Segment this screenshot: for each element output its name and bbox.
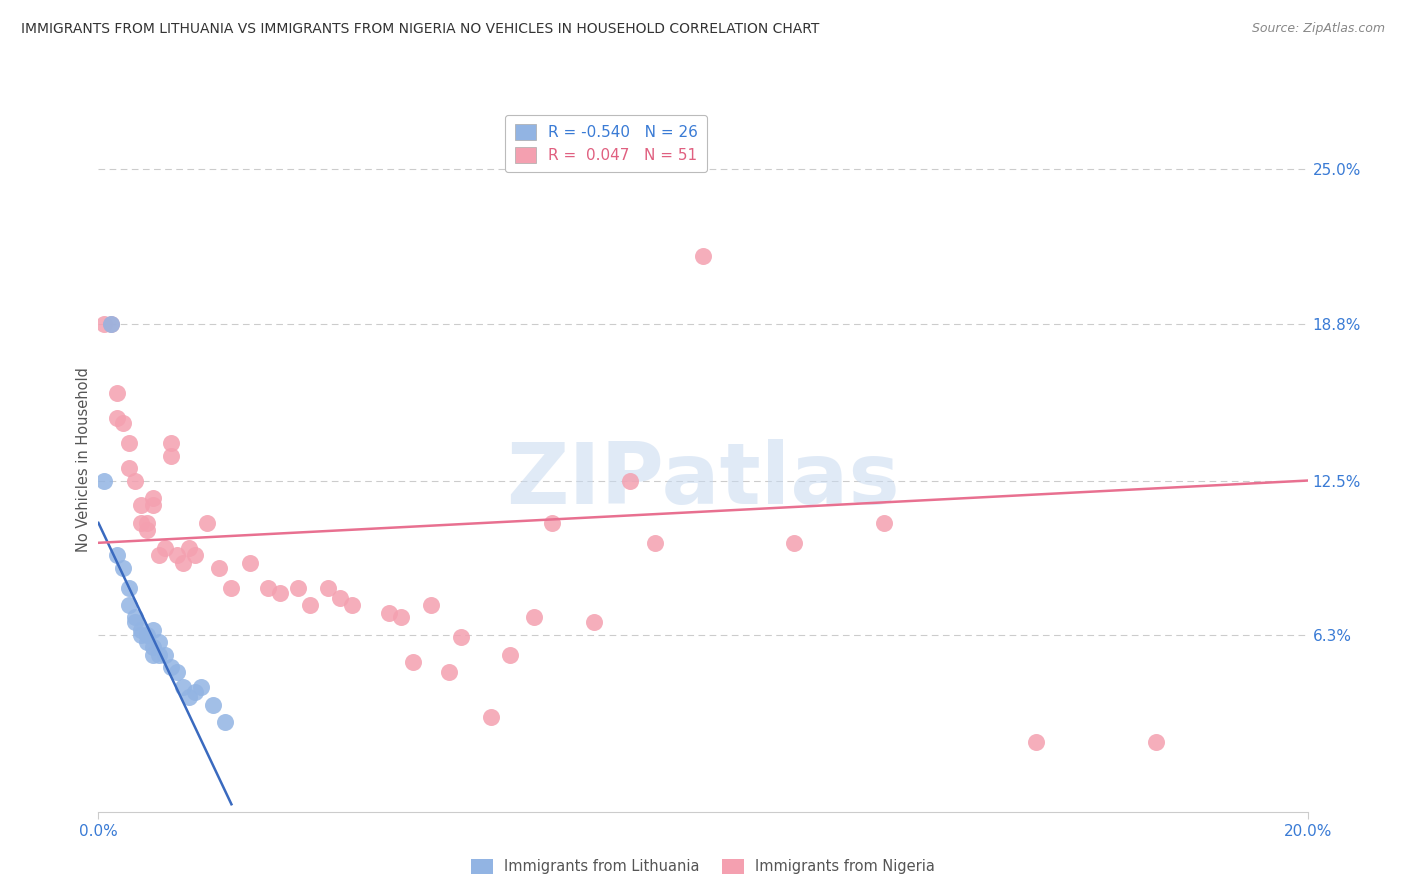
Point xyxy=(692,249,714,263)
Point xyxy=(873,516,896,530)
Point xyxy=(166,548,188,562)
Point xyxy=(118,461,141,475)
Point xyxy=(239,556,262,570)
Point xyxy=(148,648,170,662)
Point xyxy=(450,631,472,645)
Point xyxy=(100,317,122,331)
Point xyxy=(153,648,176,662)
Point xyxy=(329,591,352,605)
Point xyxy=(142,499,165,513)
Point xyxy=(644,536,666,550)
Point xyxy=(437,665,460,680)
Point xyxy=(111,417,134,431)
Point xyxy=(179,690,201,705)
Point xyxy=(118,581,141,595)
Point xyxy=(166,665,188,680)
Point xyxy=(208,560,231,574)
Point xyxy=(142,623,165,637)
Point xyxy=(118,598,141,612)
Point xyxy=(172,556,194,570)
Point xyxy=(118,436,141,450)
Point xyxy=(184,685,207,699)
Point xyxy=(184,548,207,562)
Point xyxy=(160,660,183,674)
Point xyxy=(142,640,165,655)
Point xyxy=(124,615,146,630)
Point xyxy=(129,623,152,637)
Point xyxy=(619,474,641,488)
Point xyxy=(1144,735,1167,749)
Point xyxy=(190,680,212,694)
Point xyxy=(153,541,176,555)
Point xyxy=(481,710,503,724)
Point xyxy=(221,581,243,595)
Point xyxy=(129,516,152,530)
Point xyxy=(148,548,170,562)
Point xyxy=(269,585,291,599)
Point xyxy=(420,598,443,612)
Point xyxy=(124,610,146,624)
Point xyxy=(195,516,218,530)
Point xyxy=(105,548,128,562)
Point xyxy=(129,628,152,642)
Point xyxy=(124,474,146,488)
Point xyxy=(93,474,115,488)
Point xyxy=(783,536,806,550)
Text: Source: ZipAtlas.com: Source: ZipAtlas.com xyxy=(1251,22,1385,36)
Point xyxy=(142,648,165,662)
Point xyxy=(135,516,157,530)
Text: ZIPatlas: ZIPatlas xyxy=(506,439,900,522)
Point xyxy=(498,648,520,662)
Point xyxy=(111,560,134,574)
Point xyxy=(287,581,309,595)
Point xyxy=(402,656,425,670)
Point xyxy=(135,524,157,538)
Point xyxy=(105,386,128,401)
Legend: R = -0.540   N = 26, R =  0.047   N = 51: R = -0.540 N = 26, R = 0.047 N = 51 xyxy=(505,115,707,172)
Point xyxy=(100,317,122,331)
Point xyxy=(105,411,128,425)
Point xyxy=(316,581,339,595)
Point xyxy=(377,606,399,620)
Point xyxy=(160,449,183,463)
Point xyxy=(214,715,236,730)
Legend: Immigrants from Lithuania, Immigrants from Nigeria: Immigrants from Lithuania, Immigrants fr… xyxy=(465,853,941,880)
Point xyxy=(299,598,322,612)
Point xyxy=(523,610,546,624)
Point xyxy=(256,581,278,595)
Point xyxy=(583,615,606,630)
Text: IMMIGRANTS FROM LITHUANIA VS IMMIGRANTS FROM NIGERIA NO VEHICLES IN HOUSEHOLD CO: IMMIGRANTS FROM LITHUANIA VS IMMIGRANTS … xyxy=(21,22,820,37)
Y-axis label: No Vehicles in Household: No Vehicles in Household xyxy=(76,367,91,552)
Point xyxy=(179,541,201,555)
Point xyxy=(202,698,225,712)
Point xyxy=(342,598,364,612)
Point xyxy=(160,436,183,450)
Point xyxy=(135,628,157,642)
Point xyxy=(93,317,115,331)
Point xyxy=(148,635,170,649)
Point xyxy=(172,680,194,694)
Point xyxy=(1024,735,1046,749)
Point xyxy=(389,610,412,624)
Point xyxy=(142,491,165,505)
Point xyxy=(129,499,152,513)
Point xyxy=(540,516,562,530)
Point xyxy=(135,635,157,649)
